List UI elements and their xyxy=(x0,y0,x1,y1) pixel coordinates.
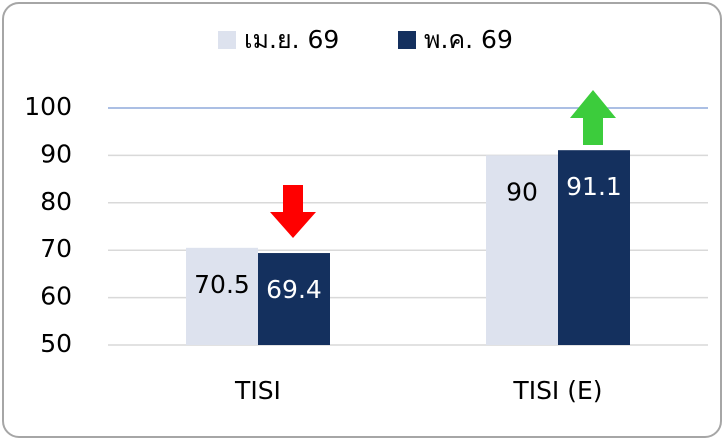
value-label: 91.1 xyxy=(566,172,622,201)
up-arrow xyxy=(570,90,616,145)
down-arrow xyxy=(270,185,316,238)
x-tick-label: TISI xyxy=(234,376,281,405)
value-label: 69.4 xyxy=(266,275,322,304)
y-tick-label: 80 xyxy=(40,187,72,216)
y-tick-label: 90 xyxy=(40,139,72,168)
y-tick-label: 100 xyxy=(24,92,72,121)
value-label: 90 xyxy=(506,177,538,206)
x-tick-label: TISI (E) xyxy=(512,376,602,405)
legend-swatch xyxy=(398,31,416,49)
value-label: 70.5 xyxy=(194,270,250,299)
legend-swatch xyxy=(218,31,236,49)
bar xyxy=(258,253,330,345)
legend-label: พ.ค. 69 xyxy=(424,25,513,54)
bar xyxy=(558,150,630,345)
bar xyxy=(186,247,258,345)
bar xyxy=(486,155,558,345)
legend-label: เม.ย. 69 xyxy=(244,25,339,54)
y-tick-label: 70 xyxy=(40,234,72,263)
y-tick-label: 60 xyxy=(40,282,72,311)
y-tick-label: 50 xyxy=(40,329,72,358)
